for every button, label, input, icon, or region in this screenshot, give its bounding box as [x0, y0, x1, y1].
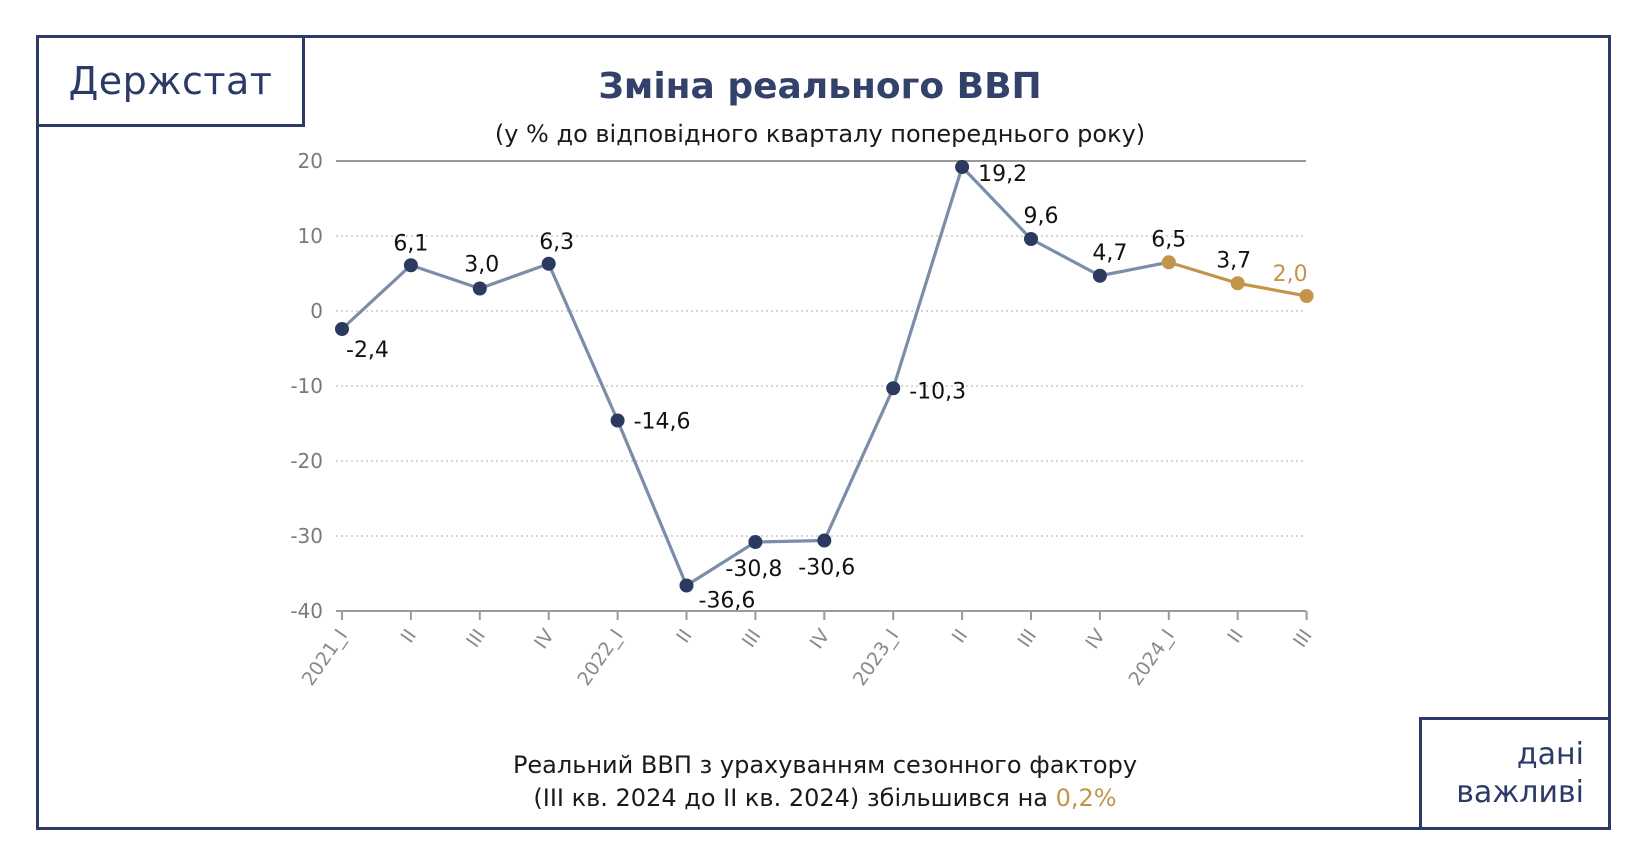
data-point — [1092, 268, 1107, 283]
tagline-box: дані важливі — [1419, 717, 1611, 830]
y-tick-label: 10 — [298, 224, 323, 248]
chart-title: Зміна реального ВВП — [598, 66, 1042, 107]
data-label: -30,8 — [725, 557, 782, 582]
data-point — [335, 322, 349, 336]
x-tick-label: II — [1223, 625, 1247, 647]
footnote-line-1: Реальний ВВП з урахуванням сезонного фак… — [512, 751, 1138, 779]
data-label: -2,4 — [346, 338, 389, 363]
x-tick-label: III — [1289, 625, 1317, 651]
value-label-layer: -2,4 6,1 3,0 6,3 -14,6 -36,6 -30,8 -30,6 -10,3 19… — [346, 162, 1308, 614]
footnote-line-2: (III кв. 2024 до II кв. 2024) збільшився… — [350, 782, 1300, 815]
data-point — [472, 281, 487, 296]
footnote-highlight-value: 0,2% — [1055, 784, 1117, 812]
y-tick-label: -30 — [290, 524, 323, 548]
data-point — [1299, 289, 1314, 303]
data-point — [1024, 232, 1038, 246]
data-label: 9,6 — [1024, 204, 1059, 229]
data-point — [748, 535, 763, 549]
y-tick-label: -10 — [290, 374, 323, 398]
outer-frame — [36, 35, 1611, 830]
brand-box: Держстат — [36, 35, 305, 127]
tagline-line-2: важливі — [1456, 774, 1584, 810]
x-tick-label: II — [672, 625, 696, 647]
data-label: -10,3 — [909, 379, 966, 404]
data-point — [817, 533, 832, 548]
data-point — [610, 413, 625, 428]
x-tick-label: II — [397, 625, 421, 647]
data-label: 19,2 — [978, 162, 1027, 187]
x-tick-label: IV — [1081, 625, 1110, 653]
data-label: 6,3 — [539, 230, 574, 255]
x-tick-label: 2021_I — [298, 625, 352, 690]
marker-layer — [335, 160, 1314, 593]
x-tick-label: 2023_I — [849, 625, 903, 690]
y-tick-label: -20 — [290, 449, 323, 473]
tagline-line-1: дані — [1516, 736, 1584, 772]
data-point — [1161, 255, 1176, 270]
y-tick-label: -40 — [290, 599, 323, 623]
x-tick-label: IV — [530, 625, 559, 653]
data-label: 6,5 — [1151, 227, 1186, 252]
data-point — [679, 578, 694, 593]
data-point — [1230, 276, 1245, 291]
x-tick-label: 2022_I — [573, 625, 627, 690]
data-label: 2,0 — [1273, 262, 1308, 287]
brand-logo-text: Держстат — [68, 59, 273, 103]
chart-subtitle: (у % до відповідного кварталу попередньо… — [494, 120, 1146, 148]
data-label: 4,7 — [1092, 241, 1127, 266]
x-tick-label: III — [738, 625, 766, 651]
data-label: 3,7 — [1216, 248, 1251, 273]
y-tick-label: 0 — [310, 299, 323, 323]
data-point — [541, 256, 556, 271]
x-tick-label: 2024_I — [1124, 625, 1178, 690]
data-label: -30,6 — [798, 556, 855, 581]
x-tick-label: IV — [806, 625, 835, 653]
data-label: -14,6 — [634, 410, 691, 435]
data-label: 3,0 — [464, 253, 499, 278]
x-tick-label: III — [1013, 625, 1041, 651]
data-point — [955, 160, 970, 174]
data-point — [403, 258, 418, 273]
data-label: 6,1 — [393, 231, 428, 256]
footnote: Реальний ВВП з урахуванням сезонного фак… — [350, 749, 1300, 815]
x-tick-label: III — [462, 625, 490, 651]
series-line-main — [340, 165, 1170, 588]
x-tick-label: II — [948, 625, 972, 647]
y-tick-label: 20 — [298, 149, 323, 173]
data-point — [886, 381, 901, 396]
footnote-line-2-text: (III кв. 2024 до II кв. 2024) збільшився… — [533, 784, 1056, 812]
data-label: -36,6 — [699, 589, 756, 614]
